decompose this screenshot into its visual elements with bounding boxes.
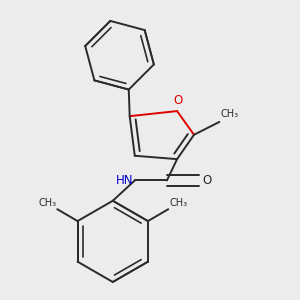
Text: O: O bbox=[173, 94, 182, 107]
Text: CH₃: CH₃ bbox=[38, 198, 56, 208]
Text: CH₃: CH₃ bbox=[169, 198, 188, 208]
Text: O: O bbox=[202, 174, 212, 187]
Text: HN: HN bbox=[116, 174, 133, 187]
Text: CH₃: CH₃ bbox=[220, 109, 238, 119]
